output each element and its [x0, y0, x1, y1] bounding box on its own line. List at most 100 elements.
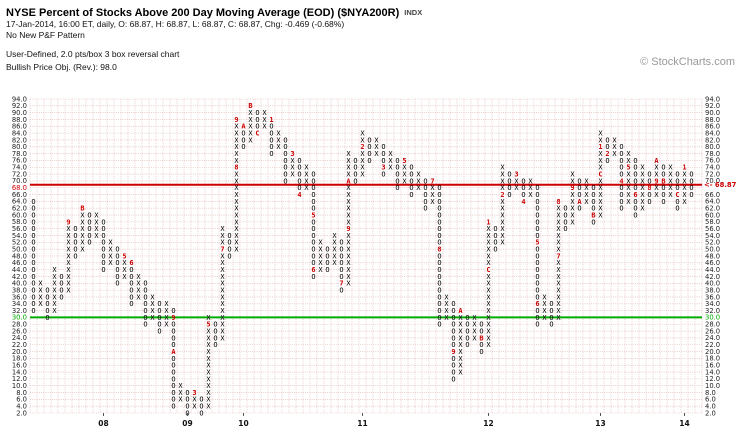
svg-text:X: X: [584, 184, 589, 192]
svg-text:28.0: 28.0: [12, 321, 27, 329]
svg-text:10.0: 10.0: [705, 382, 720, 390]
svg-text:O: O: [451, 300, 455, 308]
svg-text:X: X: [668, 164, 673, 172]
svg-text:A: A: [577, 198, 582, 206]
svg-text:O: O: [339, 259, 343, 267]
svg-text:X: X: [206, 348, 211, 356]
svg-text:X: X: [234, 177, 239, 185]
svg-text:X: X: [52, 300, 57, 308]
svg-text:O: O: [297, 164, 301, 172]
svg-text:O: O: [115, 280, 119, 288]
svg-text:X: X: [528, 177, 533, 185]
svg-text:X: X: [486, 327, 491, 335]
svg-text:O: O: [311, 252, 315, 260]
svg-text:4: 4: [521, 198, 525, 206]
svg-text:X: X: [38, 280, 43, 288]
svg-text:O: O: [59, 273, 63, 281]
svg-text:X: X: [626, 198, 631, 206]
svg-text:O: O: [619, 170, 623, 178]
svg-text:X: X: [486, 252, 491, 260]
svg-text:O: O: [31, 246, 35, 254]
svg-text:O: O: [311, 225, 315, 233]
svg-text:A: A: [171, 348, 176, 356]
svg-text:O: O: [619, 198, 623, 206]
chart-header: NYSE Percent of Stocks Above 200 Day Mov…: [6, 3, 422, 21]
svg-text:O: O: [213, 321, 217, 329]
svg-text:X: X: [234, 184, 239, 192]
svg-text:X: X: [206, 375, 211, 383]
svg-text:O: O: [241, 130, 245, 138]
svg-text:X: X: [192, 396, 197, 404]
svg-text:X: X: [402, 164, 407, 172]
svg-text:O: O: [437, 225, 441, 233]
svg-text:X: X: [626, 177, 631, 185]
svg-text:X: X: [486, 273, 491, 281]
svg-text:O: O: [591, 205, 595, 213]
svg-text:94.0: 94.0: [12, 95, 27, 103]
pattern-status-line: No New P&F Pattern: [6, 30, 85, 40]
svg-text:O: O: [605, 157, 609, 165]
svg-text:2.0: 2.0: [705, 409, 716, 417]
svg-text:O: O: [493, 232, 497, 240]
svg-text:O: O: [507, 177, 511, 185]
svg-text:O: O: [395, 177, 399, 185]
svg-text:X: X: [262, 116, 267, 124]
svg-text:C: C: [255, 130, 259, 138]
svg-text:X: X: [80, 239, 85, 247]
svg-text:X: X: [346, 205, 351, 213]
svg-text:O: O: [283, 177, 287, 185]
svg-text:X: X: [500, 164, 505, 172]
svg-text:X: X: [570, 198, 575, 206]
svg-text:X: X: [374, 143, 379, 151]
svg-text:O: O: [619, 150, 623, 158]
svg-text:X: X: [598, 211, 603, 219]
svg-text:O: O: [535, 273, 539, 281]
svg-text:64.0: 64.0: [12, 198, 27, 206]
svg-text:O: O: [577, 184, 581, 192]
svg-text:O: O: [129, 266, 133, 274]
svg-text:O: O: [143, 293, 147, 301]
svg-text:X: X: [598, 130, 603, 138]
svg-text:92.0: 92.0: [12, 102, 27, 110]
svg-text:72.0: 72.0: [12, 170, 27, 178]
svg-text:12.0: 12.0: [12, 375, 27, 383]
svg-text:O: O: [535, 211, 539, 219]
svg-text:O: O: [423, 177, 427, 185]
svg-text:O: O: [171, 368, 175, 376]
svg-text:O: O: [633, 211, 637, 219]
svg-text:O: O: [59, 293, 63, 301]
svg-text:O: O: [115, 252, 119, 260]
svg-text:X: X: [640, 191, 645, 199]
svg-text:X: X: [556, 307, 561, 315]
svg-text:O: O: [521, 191, 525, 199]
svg-text:X: X: [52, 266, 57, 274]
svg-text:86.0: 86.0: [705, 123, 720, 131]
svg-text:X: X: [360, 170, 365, 178]
svg-text:X: X: [416, 177, 421, 185]
svg-text:X: X: [598, 205, 603, 213]
svg-text:X: X: [108, 246, 113, 254]
svg-text:X: X: [556, 259, 561, 267]
svg-text:54.0: 54.0: [705, 232, 720, 240]
svg-text:O: O: [633, 157, 637, 165]
svg-text:O: O: [437, 321, 441, 329]
svg-text:O: O: [143, 287, 147, 295]
svg-text:O: O: [479, 341, 483, 349]
svg-text:O: O: [437, 191, 441, 199]
svg-text:X: X: [234, 123, 239, 131]
svg-text:1: 1: [486, 218, 490, 226]
svg-text:X: X: [360, 150, 365, 158]
svg-text:O: O: [143, 307, 147, 315]
svg-text:O: O: [689, 177, 693, 185]
svg-text:O: O: [31, 225, 35, 233]
svg-text:O: O: [437, 273, 441, 281]
svg-text:O: O: [45, 293, 49, 301]
svg-text:O: O: [283, 136, 287, 144]
svg-text:O: O: [633, 170, 637, 178]
svg-text:90.0: 90.0: [705, 109, 720, 117]
svg-text:7: 7: [430, 177, 434, 185]
svg-text:O: O: [437, 287, 441, 295]
svg-text:X: X: [150, 314, 155, 322]
svg-text:X: X: [220, 307, 225, 315]
svg-text:X: X: [178, 382, 183, 390]
